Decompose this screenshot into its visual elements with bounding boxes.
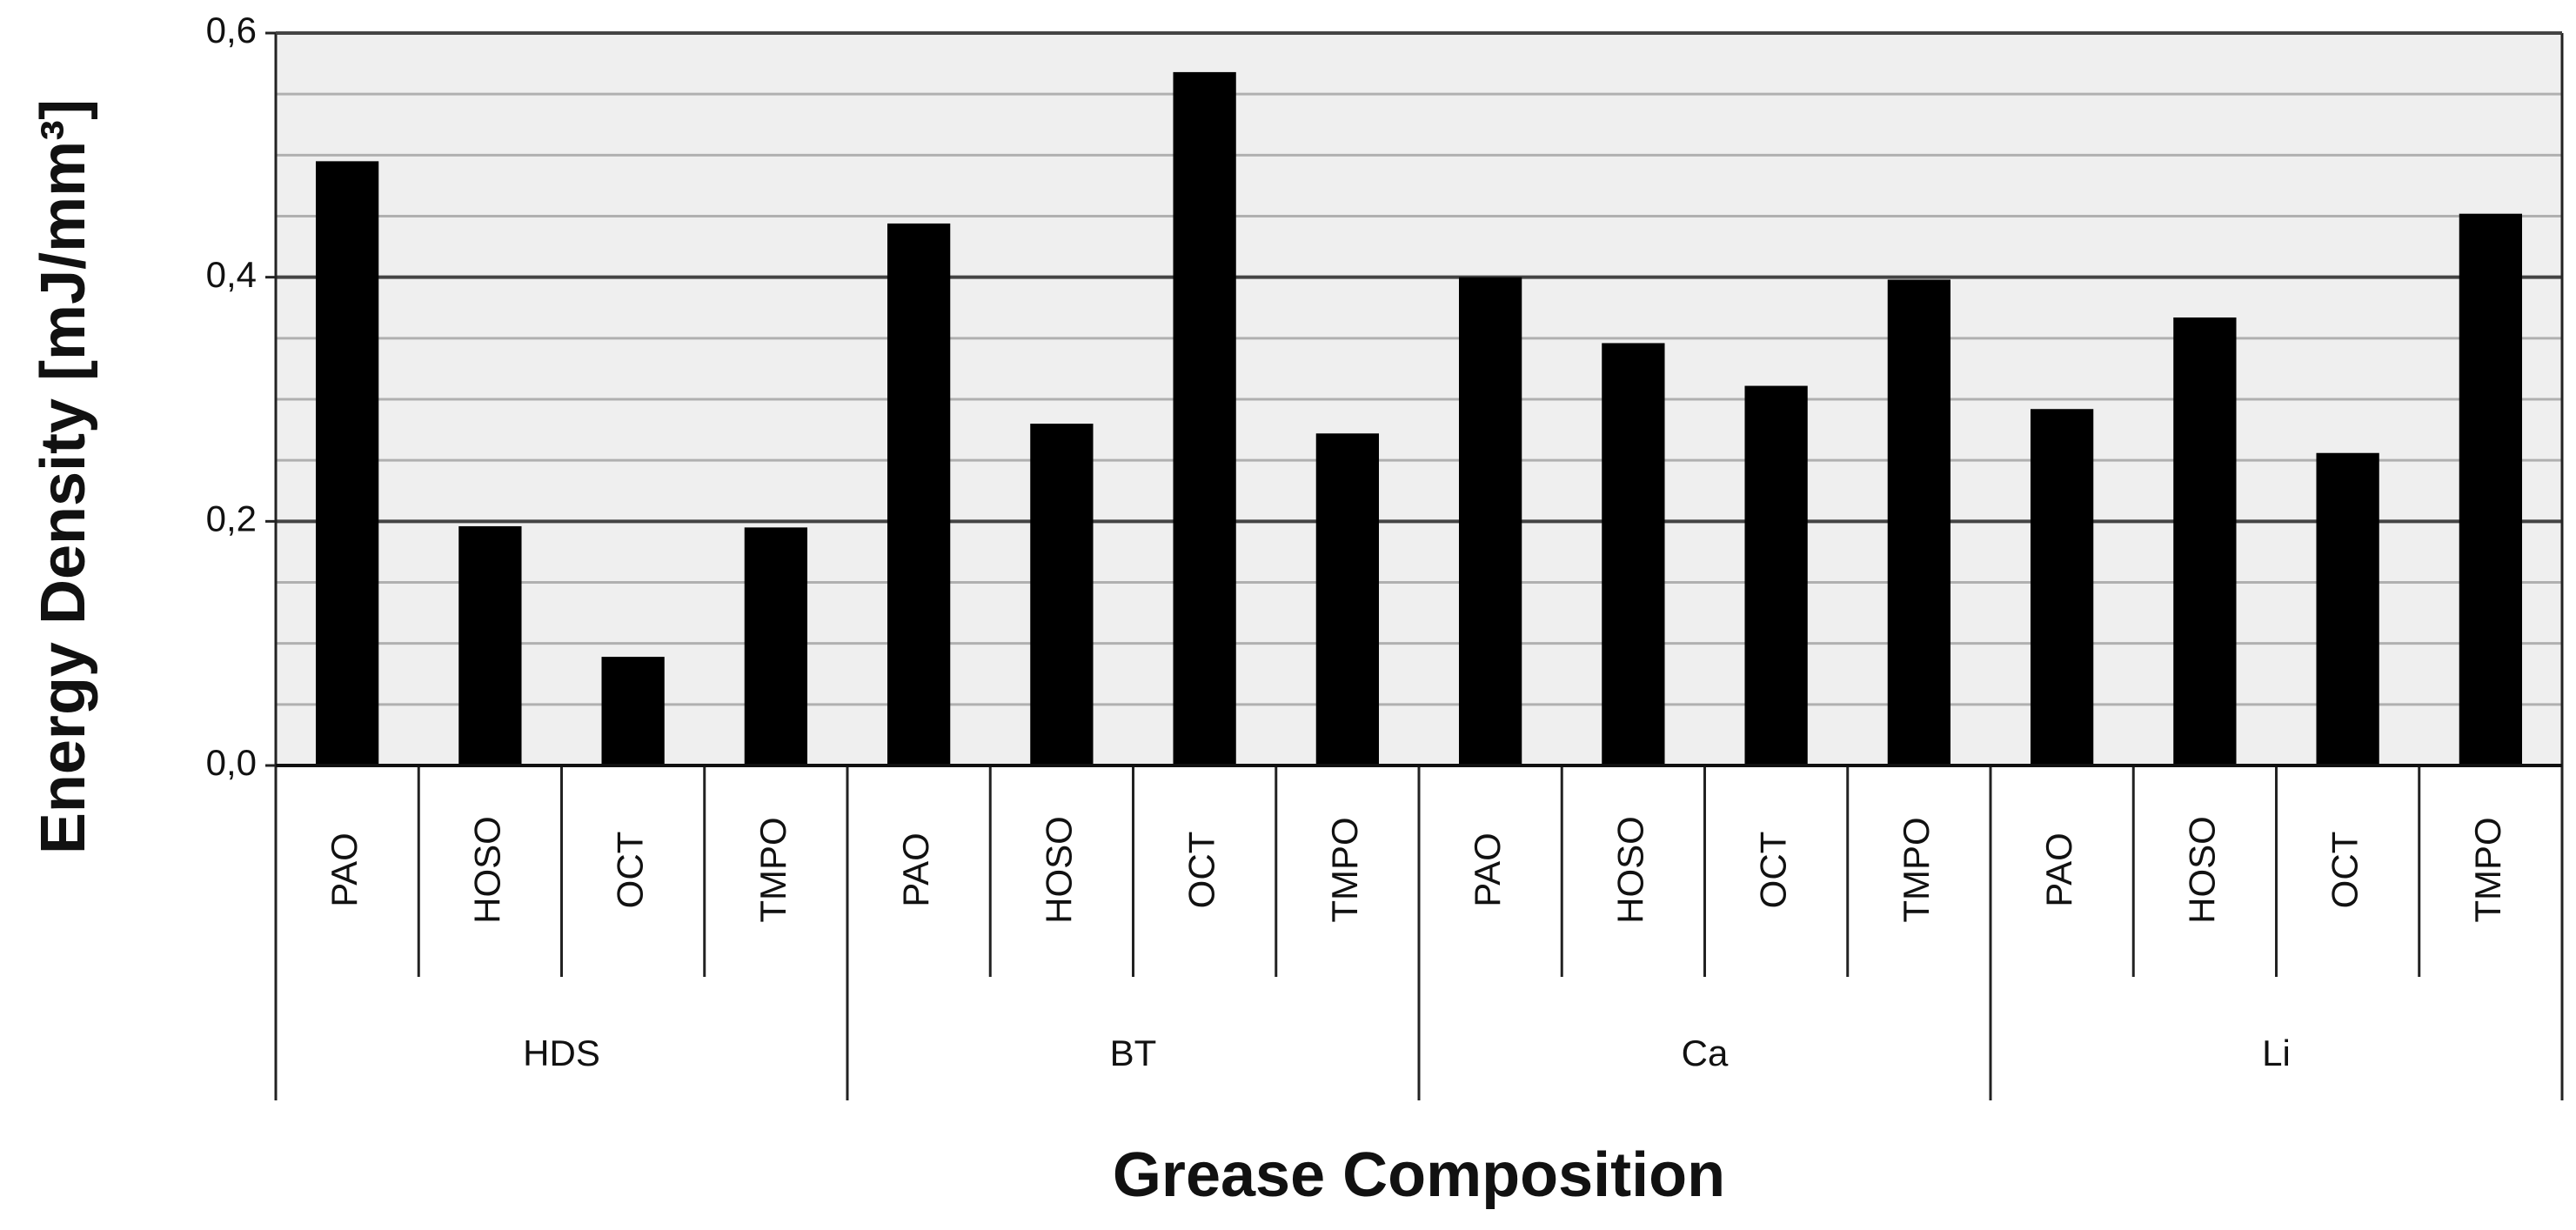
bar — [744, 527, 808, 765]
x-tick-label: HOSO — [2181, 816, 2222, 924]
x-tick-label: PAO — [1467, 832, 1508, 907]
x-tick-label: PAO — [2038, 832, 2079, 907]
bar — [601, 657, 665, 765]
bar — [1602, 343, 1665, 765]
x-axis-title: Grease Composition — [1113, 1140, 1725, 1210]
x-tick-label: OCT — [610, 832, 651, 909]
bar — [2316, 452, 2379, 765]
y-tick-label: 0,0 — [206, 742, 257, 783]
x-tick-label: OCT — [1753, 832, 1794, 909]
x-tick-label: PAO — [895, 832, 936, 907]
y-tick-label: 0,6 — [206, 10, 257, 50]
x-tick-label: OCT — [2325, 832, 2365, 909]
x-tick-label: PAO — [324, 832, 365, 907]
x-tick-label: HOSO — [1038, 816, 1079, 924]
bar — [1030, 424, 1094, 765]
group-label: Ca — [1682, 1033, 1729, 1073]
bar — [2173, 317, 2237, 765]
bar — [1458, 277, 1522, 766]
bar — [1173, 71, 1236, 765]
x-tick-label: TMPO — [1324, 817, 1365, 922]
x-tick-label: OCT — [1181, 832, 1222, 909]
x-tick-label: HOSO — [1609, 816, 1650, 924]
group-label: BT — [1110, 1033, 1157, 1073]
bar — [315, 161, 379, 766]
x-tick-label: HOSO — [466, 816, 507, 924]
x-tick-label: TMPO — [753, 817, 793, 922]
x-tick-label: TMPO — [2467, 817, 2508, 922]
bar — [1744, 385, 1808, 765]
x-tick-label: TMPO — [1896, 817, 1937, 922]
bar — [1887, 279, 1951, 765]
bar — [2459, 213, 2523, 765]
group-label: HDS — [523, 1033, 600, 1073]
bar — [887, 223, 951, 765]
y-tick-label: 0,4 — [206, 254, 257, 295]
group-label: Li — [2262, 1033, 2291, 1073]
bar — [2030, 409, 2094, 765]
bar — [458, 525, 522, 765]
bar — [1315, 433, 1380, 765]
y-tick-label: 0,2 — [206, 498, 257, 538]
y-axis-title: Energy Density [mJ/mm³] — [29, 99, 98, 854]
